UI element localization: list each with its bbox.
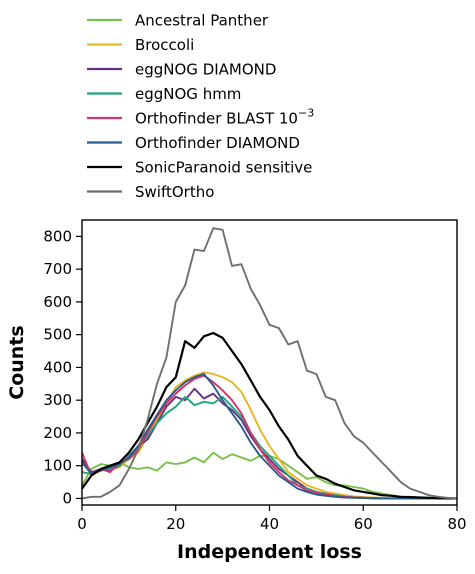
x-tick-label: 20 (166, 515, 185, 533)
y-tick-label: 400 (43, 358, 72, 376)
legend-item-orthofinder-diamond: Orthofinder DIAMOND (87, 134, 300, 152)
legend-item-ancestral-panther: Ancestral Panther (87, 12, 269, 30)
y-axis-ticks: 0 100 200 300 400 500 600 700 800 (43, 227, 82, 507)
legend-item-broccoli: Broccoli (87, 36, 194, 54)
legend-item-eggnog-hmm: eggNOG hmm (87, 85, 241, 103)
legend-label: Orthofinder DIAMOND (135, 134, 300, 152)
series-layer (81, 227, 458, 500)
y-tick-label: 300 (43, 391, 72, 409)
x-tick-label: 40 (260, 515, 279, 533)
series-line-sonicparanoid-sensitive (81, 331, 457, 500)
x-axis-ticks: 0 20 40 60 80 (77, 505, 467, 533)
x-tick-label: 80 (447, 515, 466, 533)
legend-label: SonicParanoid sensitive (135, 159, 312, 177)
legend-item-sonicparanoid-sensitive: SonicParanoid sensitive (87, 159, 312, 177)
y-tick-label: 0 (62, 489, 72, 507)
y-axis-title: Counts (6, 325, 28, 399)
legend-label: Ancestral Panther (135, 12, 269, 30)
series-line-orthofinder-blast-10 (81, 374, 457, 500)
y-tick-label: 800 (43, 227, 72, 245)
y-tick-label: 200 (43, 424, 72, 442)
y-tick-label: 100 (43, 457, 72, 475)
legend-label: Orthofinder BLAST 10−3 (135, 107, 314, 128)
series-line-broccoli (81, 371, 457, 500)
series-line-orthofinder-diamond (81, 373, 457, 500)
x-axis-title: Independent loss (177, 541, 362, 563)
x-tick-label: 60 (354, 515, 373, 533)
legend-item-eggnog-diamond: eggNOG DIAMOND (87, 61, 276, 79)
y-tick-label: 500 (43, 326, 72, 344)
legend: Ancestral Panther Broccoli eggNOG DIAMOND e… (87, 12, 314, 201)
y-tick-label: 600 (43, 293, 72, 311)
legend-item-swiftortho: SwiftOrtho (87, 183, 214, 201)
x-tick-label: 0 (77, 515, 87, 533)
plot-area: 0 20 40 60 80 0 100 200 300 400 500 600 700 800 (43, 219, 467, 533)
legend-superscript: −3 (298, 107, 314, 120)
legend-label: Broccoli (135, 36, 194, 54)
legend-label: SwiftOrtho (135, 183, 214, 201)
legend-label: eggNOG DIAMOND (135, 61, 276, 79)
series-line-swiftortho (81, 227, 458, 500)
legend-item-orthofinder-blast-10: Orthofinder BLAST 10−3 (87, 107, 314, 128)
legend-label: eggNOG hmm (135, 85, 241, 103)
y-tick-label: 700 (43, 260, 72, 278)
